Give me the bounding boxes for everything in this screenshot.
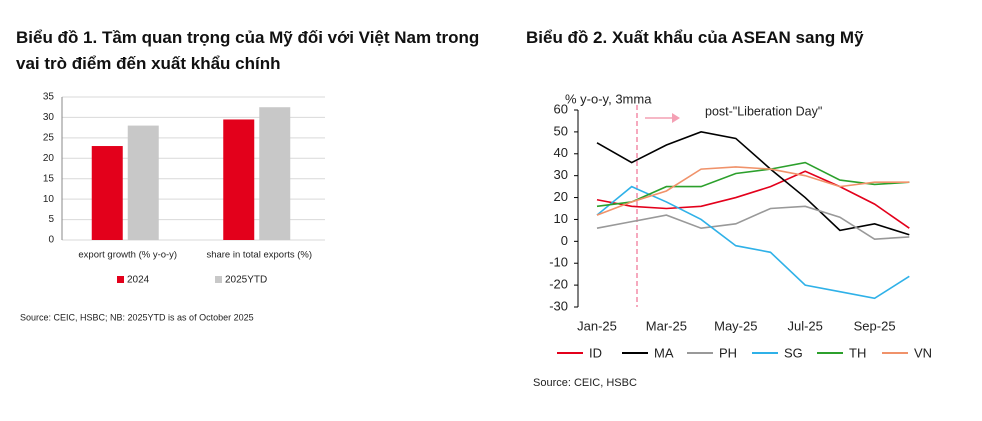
y-tick-label: 10 [554, 211, 568, 226]
y-tick-label: 0 [561, 233, 568, 248]
line-series [596, 205, 910, 240]
y-tick-label: 35 [43, 92, 55, 103]
y-tick-label: 0 [48, 235, 54, 246]
y-tick-label: 20 [43, 153, 55, 164]
y-tick-label: 10 [43, 194, 55, 205]
line-series [596, 185, 910, 300]
x-tick-label: Mar-25 [646, 318, 687, 333]
chart-title: Biểu đồ 1. Tầm quan trọng của Mỹ đối với… [16, 28, 480, 73]
line-series [596, 131, 910, 236]
source-note: Source: CEIC, HSBC; NB: 2025YTD is as of… [20, 312, 254, 322]
source-note: Source: CEIC, HSBC [533, 377, 637, 389]
bar [223, 119, 255, 240]
chart-title: Biểu đồ 2. Xuất khẩu của ASEAN sang Mỹ [526, 28, 864, 47]
legend-label: PH [719, 345, 737, 360]
bar [127, 125, 159, 240]
y-tick-label: -30 [549, 298, 568, 313]
y-tick-label: 50 [554, 123, 568, 138]
y-tick-label: 30 [43, 112, 55, 123]
y-tick-label: 25 [43, 132, 55, 143]
legend-label: SG [784, 345, 803, 360]
y-tick-label: -20 [549, 277, 568, 292]
x-tick-label: share in total exports (%) [206, 250, 312, 261]
y-tick-label: 40 [554, 145, 568, 160]
y-tick-label: 30 [554, 167, 568, 182]
legend-swatch [117, 276, 124, 283]
line-series [596, 166, 910, 216]
event-arrowhead [672, 113, 680, 123]
x-tick-label: Jan-25 [577, 318, 617, 333]
legend-label: TH [849, 345, 866, 360]
bar [91, 146, 123, 240]
legend-label: 2025YTD [225, 275, 267, 286]
y-tick-label: 20 [554, 189, 568, 204]
y-axis-label: % y-o-y, 3mma [565, 91, 652, 106]
x-tick-label: export growth (% y-o-y) [78, 250, 177, 261]
x-tick-label: Sep-25 [854, 318, 896, 333]
line-series [596, 170, 910, 229]
legend-label: 2024 [127, 275, 150, 286]
annotation: post-"Liberation Day" [705, 104, 822, 118]
y-tick-label: 15 [43, 173, 55, 184]
legend-label: ID [589, 345, 602, 360]
bar [259, 107, 291, 240]
y-tick-label: 5 [48, 214, 54, 225]
legend-label: VN [914, 345, 932, 360]
y-tick-label: -10 [549, 255, 568, 270]
x-tick-label: May-25 [714, 318, 757, 333]
legend-label: MA [654, 345, 674, 360]
y-tick-label: 60 [554, 101, 568, 116]
x-tick-label: Jul-25 [787, 318, 822, 333]
legend-swatch [215, 276, 222, 283]
line-series [596, 161, 910, 208]
